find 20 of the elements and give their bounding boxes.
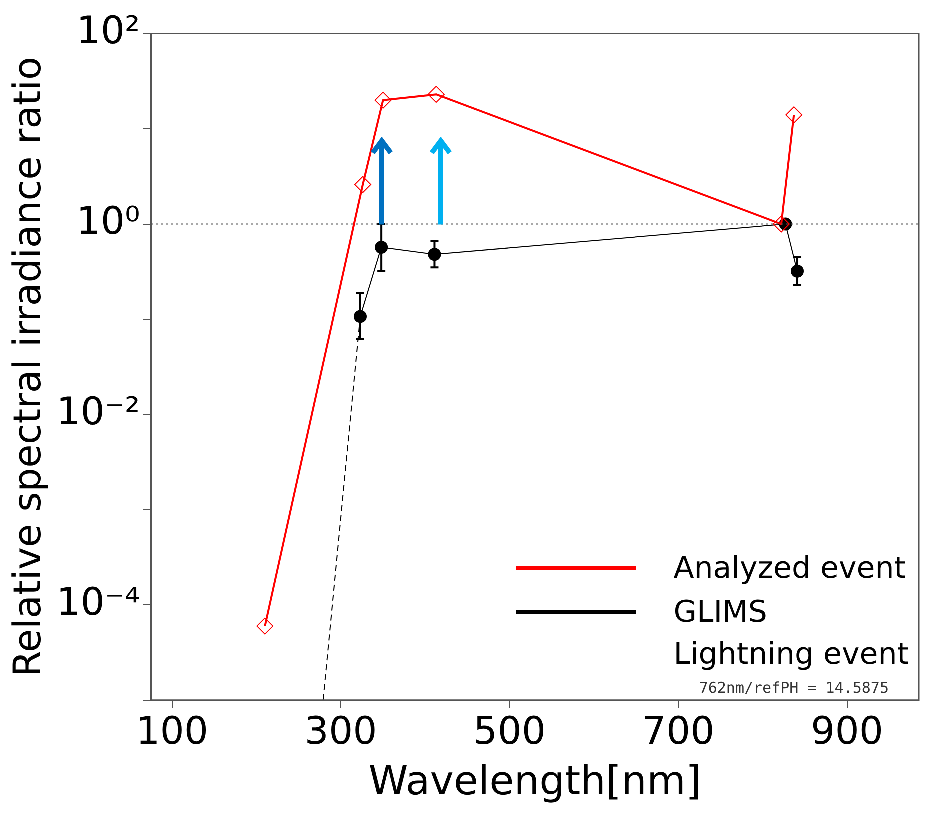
- x-tick-label: 900: [811, 709, 884, 754]
- legend-label: Analyzed event: [674, 550, 906, 588]
- point: [772, 216, 790, 233]
- x-tick-label: 500: [474, 709, 546, 754]
- x-axis-title: Wavelength[nm]: [368, 758, 702, 804]
- point: [256, 618, 274, 635]
- y-tick-label: 10⁻²: [56, 390, 140, 434]
- y-tick-label: 10⁰: [76, 199, 140, 244]
- y-axis-title: Relative spectral irradiance ratio: [6, 56, 50, 678]
- point: [786, 106, 803, 124]
- y-tick-label: 10⁻⁴: [56, 580, 140, 624]
- point: [354, 176, 372, 194]
- legend-label: GLIMS Lightning event: [674, 594, 909, 674]
- x-tick-label: 300: [304, 709, 378, 754]
- x-tick-label: 100: [136, 709, 209, 754]
- annotation: 762nm/refPH = 14.5875: [699, 678, 889, 697]
- point: [374, 92, 392, 109]
- y-tick-label: 10²: [76, 8, 140, 53]
- x-tick-label: 700: [642, 709, 715, 754]
- point: [428, 86, 445, 104]
